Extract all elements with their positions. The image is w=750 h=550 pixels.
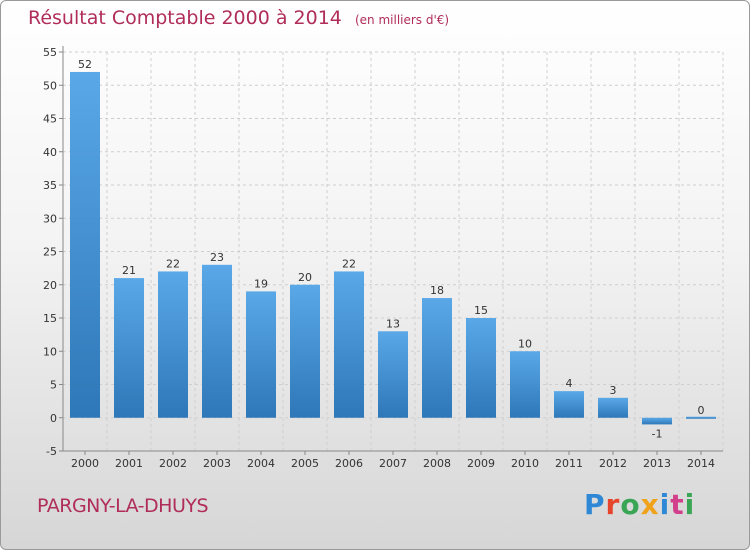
data-label: 23 — [210, 251, 224, 264]
bar-2005 — [290, 284, 320, 418]
data-label: 22 — [342, 257, 356, 270]
brand-letter: t — [670, 488, 685, 521]
y-tick-label: 55 — [43, 46, 57, 59]
data-label: -1 — [652, 427, 663, 440]
brand-letter: P — [584, 488, 606, 521]
data-labels: 52 21 22 23 19 20 22 13 18 15 10 4 3 -1 0 — [78, 58, 705, 440]
data-label: 4 — [566, 377, 573, 390]
data-label: 22 — [166, 257, 180, 270]
x-tick-label: 2009 — [467, 457, 495, 470]
title-row: Résultat Comptable 2000 à 2014 (en milli… — [28, 7, 449, 29]
bar-2009 — [466, 318, 496, 418]
bar-2006 — [334, 271, 364, 418]
x-tick-label: 2013 — [643, 457, 671, 470]
x-tick-label: 2000 — [71, 457, 99, 470]
y-tick-label: 0 — [50, 412, 57, 425]
bar-2007 — [378, 331, 408, 418]
x-tick-label: 2008 — [423, 457, 451, 470]
x-tick-label: 2001 — [115, 457, 143, 470]
data-label: 10 — [518, 337, 532, 350]
brand-letter: o — [620, 488, 641, 521]
y-tick-label: -5 — [46, 445, 57, 458]
y-tick-label: 50 — [43, 79, 57, 92]
x-tick-label: 2007 — [379, 457, 407, 470]
chart-subtitle: (en milliers d'€) — [354, 13, 450, 27]
y-tick-label: 20 — [43, 279, 57, 292]
brand-letter: x — [640, 488, 660, 521]
data-label: 0 — [698, 404, 705, 417]
commune-name: PARGNY-LA-DHUYS — [37, 495, 209, 517]
y-tick-label: 10 — [43, 345, 57, 358]
x-tick-label: 2010 — [511, 457, 539, 470]
y-tick-label: 40 — [43, 146, 57, 159]
x-tick-label: 2011 — [555, 457, 583, 470]
x-tick-label: 2004 — [247, 457, 275, 470]
brand-letter: i — [659, 488, 671, 521]
brand-letter: i — [684, 488, 696, 521]
y-tick-label: 30 — [43, 212, 57, 225]
y-tick-label: 15 — [43, 312, 57, 325]
bar-2014 — [686, 416, 716, 419]
brand-letter: r — [605, 488, 621, 521]
x-tick-label: 2006 — [335, 457, 363, 470]
bar-2000 — [70, 71, 100, 418]
bar-2011 — [554, 391, 584, 418]
chart-title: Résultat Comptable 2000 à 2014 — [28, 7, 342, 29]
data-label: 52 — [78, 58, 92, 71]
bar-2002 — [158, 271, 188, 418]
x-tick-label: 2005 — [291, 457, 319, 470]
x-tick-label: 2014 — [687, 457, 715, 470]
data-label: 20 — [298, 271, 312, 284]
y-tick-label: 25 — [43, 246, 57, 259]
brand-logo: Proxiti — [584, 488, 695, 521]
data-label: 15 — [474, 304, 488, 317]
bar-2003 — [202, 264, 232, 418]
data-label: 18 — [430, 284, 444, 297]
bar-2013 — [642, 417, 672, 425]
bar-2010 — [510, 351, 540, 418]
x-tick-label: 2012 — [599, 457, 627, 470]
bar-2004 — [246, 291, 276, 418]
data-label: 19 — [254, 277, 268, 290]
data-label: 13 — [386, 317, 400, 330]
bar-2008 — [422, 298, 452, 418]
data-label: 21 — [122, 264, 136, 277]
bar-2001 — [114, 278, 144, 418]
y-tick-label: 35 — [43, 179, 57, 192]
x-tick-label: 2003 — [203, 457, 231, 470]
data-label: 3 — [610, 384, 617, 397]
x-tick-label: 2002 — [159, 457, 187, 470]
y-tick-label: 5 — [50, 379, 57, 392]
y-tick-label: 45 — [43, 113, 57, 126]
bars — [70, 71, 716, 425]
bar-2012 — [598, 397, 628, 418]
